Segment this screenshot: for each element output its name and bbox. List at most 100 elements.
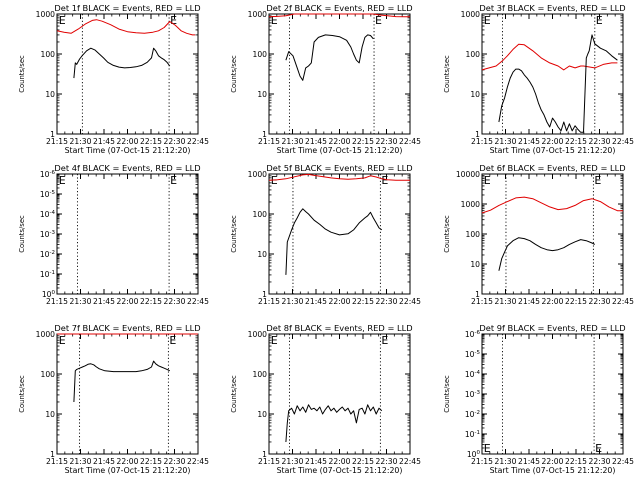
e-marker: E <box>375 14 382 27</box>
x-tick-label: 22:45 <box>399 297 421 306</box>
x-tick-label: 21:15 <box>258 457 280 466</box>
x-tick-label: 22:45 <box>612 297 634 306</box>
y-tick-label: 10-1 <box>465 430 480 439</box>
plot-frame <box>56 333 199 455</box>
e-marker: E <box>170 14 177 27</box>
x-tick-label: 22:00 <box>117 457 139 466</box>
y-tick-label: 10-2 <box>40 250 55 259</box>
x-axis-title: Start Time (07-Oct-15 21:12:20) <box>277 466 403 475</box>
y-tick-label: 10-3 <box>40 230 56 239</box>
y-tick-label: 10 <box>470 90 480 99</box>
x-axis-title: Start Time (07-Oct-15 21:12:20) <box>490 466 616 475</box>
y-tick-label: 1 <box>262 290 267 299</box>
x-axis-title: Start Time (07-Oct-15 21:12:20) <box>65 146 191 155</box>
panel-det-7: Det 7f BLACK = Events, RED = LLD 1 10 100 10… <box>18 323 209 475</box>
x-tick-label: 22:30 <box>164 297 186 306</box>
x-tick-label: 22:45 <box>399 457 421 466</box>
e-marker: E <box>59 334 66 347</box>
y-tick-label: 10-2 <box>465 410 480 419</box>
panel-det-1: Det 1f BLACK = Events, RED = LLD 1 10 100 10… <box>18 3 209 155</box>
lld-rate-line <box>481 43 618 71</box>
y-axis-title: Counts/sec <box>443 215 451 253</box>
x-tick-label: 21:45 <box>518 457 540 466</box>
e-marker: E <box>170 174 177 187</box>
x-tick-label: 21:45 <box>305 297 327 306</box>
y-tick-label: 1 <box>50 130 55 139</box>
x-tick-label: 21:15 <box>258 297 280 306</box>
e-marker: E <box>59 174 66 187</box>
x-tick-label: 22:30 <box>164 457 186 466</box>
x-tick-label: 22:15 <box>565 457 587 466</box>
y-tick-label: 100 <box>466 50 481 59</box>
x-tick-label: 22:00 <box>542 297 564 306</box>
x-tick-label: 21:15 <box>46 457 68 466</box>
y-tick-label: 100 <box>42 290 56 299</box>
y-tick-label: 1000 <box>248 10 267 19</box>
y-tick-label: 1000 <box>461 10 480 19</box>
y-tick-label: 10-3 <box>465 390 481 399</box>
y-axis-title: Counts/sec <box>443 55 451 93</box>
y-tick-label: 100 <box>41 370 56 379</box>
x-tick-label: 21:15 <box>471 137 493 146</box>
x-tick-label: 21:30 <box>70 457 92 466</box>
panel-title: Det 6f BLACK = Events, RED = LLD <box>479 163 625 173</box>
panel-title: Det 9f BLACK = Events, RED = LLD <box>479 323 625 333</box>
x-tick-label: 22:30 <box>589 137 611 146</box>
x-tick-label: 21:30 <box>495 457 517 466</box>
x-tick-label: 21:30 <box>70 137 92 146</box>
x-tick-label: 22:30 <box>589 297 611 306</box>
x-tick-label: 21:45 <box>518 297 540 306</box>
y-tick-label: 1000 <box>36 330 55 339</box>
plot-frame <box>56 173 199 295</box>
x-tick-label: 22:15 <box>565 297 587 306</box>
x-tick-label: 21:45 <box>518 137 540 146</box>
x-tick-label: 21:15 <box>471 297 493 306</box>
y-tick-label: 100 <box>253 50 268 59</box>
events-rate-line <box>73 360 171 403</box>
e-marker: E <box>59 14 66 27</box>
x-tick-label: 21:45 <box>305 137 327 146</box>
y-tick-label: 1000 <box>248 170 267 179</box>
y-tick-label: 1000 <box>248 330 267 339</box>
panel-title: Det 4f BLACK = Events, RED = LLD <box>54 163 200 173</box>
y-tick-label: 1 <box>475 290 480 299</box>
y-tick-label: 100 <box>466 230 481 239</box>
x-axis-title: Start Time (07-Oct-15 21:12:20) <box>65 466 191 475</box>
y-tick-label: 10-6 <box>40 170 56 179</box>
y-tick-label: 10 <box>257 410 267 419</box>
events-rate-line <box>498 237 596 271</box>
y-tick-label: 10-1 <box>40 270 55 279</box>
panel-det-5: Det 5f BLACK = Events, RED = LLD 1 10 100 10… <box>230 163 421 306</box>
y-tick-label: 10-6 <box>465 330 481 339</box>
y-tick-label: 10-4 <box>40 210 56 219</box>
panel-det-9: Det 9f BLACK = Events, RED = LLD 100 10-1 1… <box>443 323 634 475</box>
e-marker: E <box>381 334 388 347</box>
e-marker: E <box>271 174 278 187</box>
y-axis-title: Counts/sec <box>230 215 238 253</box>
x-tick-label: 21:15 <box>258 137 280 146</box>
events-rate-line <box>285 404 383 443</box>
x-tick-label: 22:45 <box>187 137 209 146</box>
x-tick-label: 21:15 <box>46 137 68 146</box>
lld-rate-line <box>268 13 410 18</box>
x-tick-label: 22:15 <box>140 297 162 306</box>
e-marker: E <box>596 14 603 27</box>
x-axis-title: Start Time (07-Oct-15 21:12:20) <box>277 146 403 155</box>
y-tick-label: 10 <box>45 90 55 99</box>
e-marker: E <box>381 174 388 187</box>
events-rate-line <box>73 47 171 79</box>
x-axis-title: Start Time (07-Oct-15 21:12:20) <box>490 146 616 155</box>
x-tick-label: 21:45 <box>93 137 115 146</box>
plot-frame <box>268 333 411 455</box>
y-tick-label: 100 <box>253 210 268 219</box>
x-tick-label: 21:30 <box>282 297 304 306</box>
plot-frame <box>268 13 411 135</box>
y-tick-label: 1000 <box>461 200 480 209</box>
x-tick-label: 22:45 <box>612 457 634 466</box>
y-axis-title: Counts/sec <box>18 375 26 413</box>
x-tick-label: 22:45 <box>612 137 634 146</box>
x-tick-label: 22:00 <box>542 457 564 466</box>
x-tick-label: 21:45 <box>93 457 115 466</box>
panel-title: Det 7f BLACK = Events, RED = LLD <box>54 323 200 333</box>
